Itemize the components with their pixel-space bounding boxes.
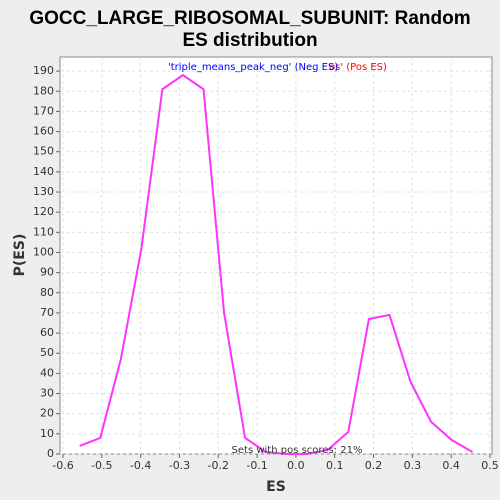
y-tick-label: 50 [40,346,54,359]
y-axis-label: P(ES) [12,234,28,277]
x-tick-label: 0.0 [287,459,305,472]
y-tick-label: 120 [33,205,54,218]
chart-title: ES distribution [182,30,317,51]
x-axis-label: ES [266,479,286,495]
annotation: Sets with pos scores: 21% [232,445,363,456]
y-tick-label: 20 [40,407,54,420]
x-tick-label: 0.4 [442,459,460,472]
x-tick-label: 0.1 [326,459,344,472]
y-tick-label: 90 [40,266,54,279]
x-tick-label: -0.2 [208,459,229,472]
y-tick-label: 60 [40,326,54,339]
y-tick-label: 0 [47,447,54,460]
x-tick-label: -0.4 [130,459,151,472]
x-tick-label: -0.6 [52,459,73,472]
y-tick-label: 110 [33,225,54,238]
x-tick-label: -0.5 [91,459,112,472]
x-tick-label: -0.1 [246,459,267,472]
y-tick-label: 180 [33,84,54,97]
y-tick-label: 190 [33,64,54,77]
y-tick-label: 130 [33,185,54,198]
x-tick-label: -0.3 [169,459,190,472]
y-tick-label: 170 [33,104,54,117]
series-line [79,73,474,455]
y-tick-label: 80 [40,286,54,299]
chart-title: GOCC_LARGE_RIBOSOMAL_SUBUNIT: Random [29,8,470,29]
legend-entry: os' (Pos ES) [329,62,387,73]
y-tick-label: 10 [40,427,54,440]
plot-area [59,56,493,455]
x-tick-label: 0.5 [481,459,499,472]
y-tick-label: 150 [33,145,54,158]
x-tick-label: 0.3 [404,459,422,472]
y-tick-label: 70 [40,306,54,319]
x-tick-label: 0.2 [365,459,383,472]
y-tick-label: 100 [33,245,54,258]
legend-entry: 'triple_means_peak_neg' (Neg ES) [168,62,338,73]
y-tick-label: 40 [40,366,54,379]
y-tick-label: 160 [33,125,54,138]
y-tick-label: 30 [40,387,54,400]
y-tick-label: 140 [33,165,54,178]
